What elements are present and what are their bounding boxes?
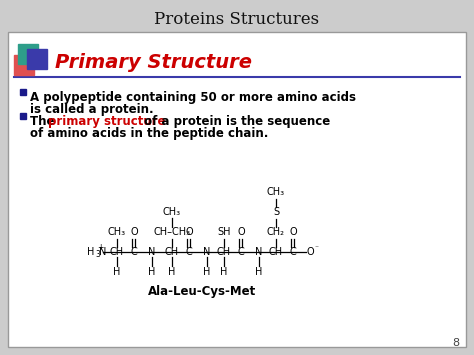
Text: CH₃: CH₃ bbox=[108, 227, 126, 237]
Text: O: O bbox=[237, 227, 245, 237]
Text: C: C bbox=[186, 247, 192, 257]
Bar bbox=[27, 49, 47, 69]
Text: O: O bbox=[289, 227, 297, 237]
Text: of amino acids in the peptide chain.: of amino acids in the peptide chain. bbox=[30, 127, 268, 140]
Text: Proteins Structures: Proteins Structures bbox=[155, 11, 319, 27]
Text: 8: 8 bbox=[453, 338, 460, 348]
Text: H: H bbox=[168, 267, 176, 277]
Text: N: N bbox=[148, 247, 155, 257]
Text: N: N bbox=[203, 247, 210, 257]
Text: The: The bbox=[30, 115, 59, 128]
Text: H: H bbox=[148, 267, 155, 277]
Text: CH: CH bbox=[217, 247, 231, 257]
Text: O: O bbox=[306, 247, 314, 257]
Text: is called a protein.: is called a protein. bbox=[30, 103, 154, 116]
Text: CH₃: CH₃ bbox=[267, 187, 285, 197]
Text: C: C bbox=[290, 247, 296, 257]
Text: CH: CH bbox=[269, 247, 283, 257]
Bar bbox=[20, 113, 26, 119]
Text: primary structure: primary structure bbox=[48, 115, 165, 128]
Text: N: N bbox=[100, 247, 107, 257]
Text: Primary Structure: Primary Structure bbox=[55, 54, 252, 72]
Text: CH: CH bbox=[165, 247, 179, 257]
Text: H: H bbox=[113, 267, 121, 277]
Text: CH–CH₃: CH–CH₃ bbox=[154, 227, 191, 237]
Text: H: H bbox=[255, 267, 263, 277]
Text: CH₃: CH₃ bbox=[163, 207, 181, 217]
Text: SH: SH bbox=[217, 227, 231, 237]
Text: Ala-Leu-Cys-Met: Ala-Leu-Cys-Met bbox=[148, 285, 256, 299]
Text: H: H bbox=[220, 267, 228, 277]
Bar bbox=[14, 55, 34, 75]
Text: N: N bbox=[255, 247, 263, 257]
Text: A polypeptide containing 50 or more amino acids: A polypeptide containing 50 or more amin… bbox=[30, 91, 356, 104]
Text: ⁻: ⁻ bbox=[314, 244, 318, 252]
Text: 3: 3 bbox=[96, 250, 100, 259]
Text: O: O bbox=[185, 227, 193, 237]
Text: S: S bbox=[273, 207, 279, 217]
Bar bbox=[18, 44, 38, 64]
Text: C: C bbox=[131, 247, 137, 257]
Text: H: H bbox=[87, 247, 95, 257]
Bar bbox=[8, 32, 466, 347]
Text: of a protein is the sequence: of a protein is the sequence bbox=[140, 115, 330, 128]
Text: CH: CH bbox=[110, 247, 124, 257]
Text: CH₂: CH₂ bbox=[267, 227, 285, 237]
Text: +: + bbox=[97, 242, 103, 251]
Text: O: O bbox=[130, 227, 138, 237]
Text: C: C bbox=[237, 247, 245, 257]
Text: H: H bbox=[203, 267, 210, 277]
Bar bbox=[20, 89, 26, 95]
